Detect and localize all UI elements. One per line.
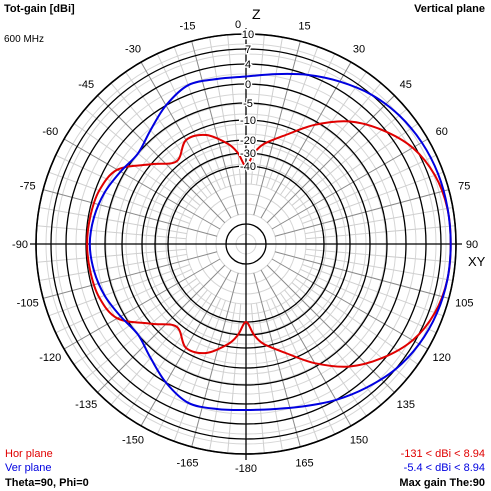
spoke	[55, 154, 192, 220]
spoke	[266, 46, 319, 188]
spoke	[110, 82, 208, 199]
angle-tick-label: 15	[298, 21, 310, 33]
spoke	[280, 71, 367, 196]
radial-tick-label: -30	[240, 148, 256, 160]
radial-tick-label: 10	[242, 29, 254, 41]
angle-tick-label: -105	[17, 297, 39, 309]
angle-tick-label: 60	[436, 126, 448, 138]
spoke	[302, 264, 444, 317]
spoke	[156, 53, 222, 190]
spoke	[305, 207, 453, 235]
angle-tick-label: 30	[353, 43, 365, 55]
frequency-label: 600 MHz	[4, 34, 45, 45]
spoke	[209, 37, 237, 185]
angle-tick-label: -90	[12, 239, 28, 251]
spoke	[125, 292, 212, 417]
angle-tick-label: -30	[125, 43, 141, 55]
spoke	[156, 298, 222, 435]
angle-tick-label: -165	[176, 457, 198, 469]
spoke	[97, 95, 226, 224]
spoke	[39, 253, 187, 281]
gain-curves	[86, 72, 452, 412]
radial-tick-label: 0	[245, 79, 251, 91]
spoke	[36, 225, 187, 240]
ver-plane-curve	[88, 72, 452, 412]
angle-tick-label: -120	[39, 352, 61, 364]
quantity-label: Tot-gain [dBi]	[4, 3, 75, 15]
angle-tick-label: 45	[400, 79, 412, 91]
angle-tick-label: 150	[350, 435, 368, 447]
spoke	[110, 289, 208, 406]
radial-tick-label: -10	[240, 115, 256, 127]
spoke	[227, 34, 242, 185]
ver-range-label: -5.4 < dBi < 8.94	[403, 462, 485, 474]
spoke	[97, 264, 226, 393]
spoke	[266, 264, 395, 393]
spoke	[250, 34, 265, 185]
angle-tick-label: 90	[466, 239, 478, 251]
spoke	[305, 248, 456, 263]
angle-tick-label: 165	[295, 457, 313, 469]
spoke	[250, 303, 265, 454]
spoke	[305, 225, 456, 240]
spoke	[270, 298, 336, 435]
angle-tick-label: 120	[433, 352, 451, 364]
radial-tick-label: 7	[245, 44, 251, 56]
xy-axis-label: XY	[468, 254, 486, 269]
spoke	[280, 292, 367, 417]
plane-label: Vertical plane	[414, 3, 485, 15]
ver-plane-legend: Ver plane	[5, 462, 52, 474]
radial-tick-label: -5	[243, 98, 253, 110]
angle-tick-label: -15	[180, 21, 196, 33]
angle-tick-label: 105	[455, 297, 473, 309]
spoke	[302, 171, 444, 224]
angle-tick-label: -150	[122, 435, 144, 447]
radial-tick-label: -20	[240, 135, 256, 147]
angle-tick-label: -75	[20, 181, 36, 193]
angle-tick-label: -180	[235, 463, 257, 475]
angles-label: Theta=90, Phi=0	[5, 477, 89, 489]
hor-range-label: -131 < dBi < 8.94	[400, 448, 485, 460]
spoke	[305, 253, 453, 281]
spoke	[36, 248, 187, 263]
polar-grid	[30, 28, 462, 460]
spoke	[255, 303, 283, 451]
angle-tick-label: 75	[458, 181, 470, 193]
hor-plane-legend: Hor plane	[5, 448, 53, 460]
spoke	[48, 264, 190, 317]
plot-labels: 0 153045607590105120135150165-180-165-150…	[12, 6, 486, 475]
spoke	[84, 282, 201, 380]
radial-tick-label: 4	[245, 59, 251, 71]
angle-tick-label: -45	[78, 79, 94, 91]
spoke	[125, 71, 212, 196]
spoke	[39, 207, 187, 235]
radial-tick-label: -40	[240, 161, 256, 173]
spoke	[255, 37, 283, 185]
spoke	[300, 154, 437, 220]
z-axis-label: Z	[252, 6, 261, 22]
angle-tick-label: 135	[397, 399, 415, 411]
spoke	[84, 108, 201, 206]
spoke	[173, 300, 226, 442]
spoke	[300, 268, 437, 334]
spoke	[266, 300, 319, 442]
max-gain-label: Max gain The:90	[399, 477, 485, 489]
spoke	[266, 95, 395, 224]
spoke	[284, 289, 382, 406]
spoke	[55, 268, 192, 334]
spoke	[284, 82, 382, 199]
angle-tick-label: -60	[42, 126, 58, 138]
spoke	[227, 303, 242, 454]
spoke	[291, 108, 408, 206]
angle-tick-label: 0	[235, 19, 241, 31]
angle-tick-label: -135	[75, 399, 97, 411]
spoke	[209, 303, 237, 451]
spoke	[173, 46, 226, 188]
spoke	[48, 171, 190, 224]
spoke	[270, 53, 336, 190]
spoke	[291, 282, 408, 380]
